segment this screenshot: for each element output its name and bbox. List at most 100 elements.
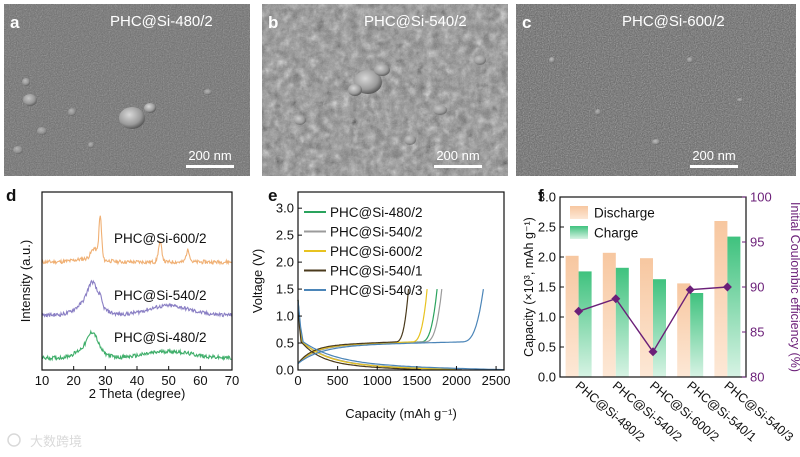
sem-particles-c <box>549 57 743 145</box>
gcd-panel: e 0 500 1000 1500 2000 2500 0.0 0.5 1.0 1.5 2.0 2.5… <box>250 186 511 421</box>
gcd-axis-ticks: 0 500 1000 1500 2000 2500 0.0 0.5 1.0 1.5 2.0 2.5 3.… <box>276 201 511 388</box>
capacity-bars-group <box>565 221 741 377</box>
discharge-bar <box>640 258 653 377</box>
gcd-x-tick-label: 1500 <box>402 373 431 388</box>
capacity-legend: Discharge Charge <box>570 206 655 241</box>
gcd-discharge-curve <box>297 299 455 371</box>
ice-y2-tick-label: 95 <box>750 235 764 250</box>
panel-letter-f: f <box>538 186 544 205</box>
gcd-x-tick-label: 2000 <box>442 373 471 388</box>
xrd-x-tick-label: 10 <box>35 373 49 388</box>
gcd-discharge-curve <box>297 299 422 371</box>
capacity-legend-label: Discharge <box>594 206 655 221</box>
xrd-series-group <box>41 215 232 362</box>
charge-bar <box>690 293 704 377</box>
gcd-y-tick-label: 2.0 <box>276 255 294 270</box>
xrd-x-tick-label: 70 <box>225 373 239 388</box>
gcd-x-tick-label: 0 <box>294 373 301 388</box>
gcd-x-tick-label: 2500 <box>482 373 511 388</box>
gcd-y-tick-label: 0.5 <box>276 336 294 351</box>
charge-bar <box>653 279 666 377</box>
discharge-bar <box>677 283 691 377</box>
capacity-y-axis-label: Capacity (×10³, mAh g⁻¹) <box>522 217 536 357</box>
xrd-series-labels: PHC@Si-600/2 PHC@Si-540/2 PHC@Si-480/2 <box>114 231 207 345</box>
capacity-legend-swatch <box>570 206 588 219</box>
panel-b-sample-label: PHC@Si-540/2 <box>364 13 467 30</box>
scale-bar-c <box>690 165 738 168</box>
capacity-y-tick-label: 2.5 <box>538 220 556 235</box>
capacity-y-tick-label: 2.0 <box>538 250 556 265</box>
gcd-y-tick-label: 3.0 <box>276 201 294 216</box>
discharge-bar <box>602 252 616 377</box>
gcd-y-tick-label: 0.0 <box>276 363 294 378</box>
gcd-plot-frame <box>297 191 505 371</box>
xrd-x-tick-label: 50 <box>161 373 175 388</box>
gcd-discharge-curve <box>297 299 505 371</box>
scale-bar-b <box>434 165 482 168</box>
panel-letter-c: c <box>522 13 531 32</box>
charge-bar <box>578 271 592 377</box>
discharge-bar <box>714 221 728 377</box>
gcd-legend-label: PHC@Si-540/3 <box>330 283 423 298</box>
gcd-y-axis-label: Voltage (V) <box>250 249 265 313</box>
gcd-y-tick-label: 1.0 <box>276 309 294 324</box>
capacity-y-tick-label: 1.0 <box>538 310 556 325</box>
charge-bar <box>615 267 629 377</box>
xrd-series-label: PHC@Si-480/2 <box>114 330 207 345</box>
sem-particles-a <box>13 78 212 154</box>
gcd-x-tick-label: 500 <box>327 373 349 388</box>
ice-marker <box>574 306 584 316</box>
xrd-x-tick-label: 20 <box>66 373 80 388</box>
ice-marker <box>685 285 695 295</box>
gcd-legend-label: PHC@Si-540/2 <box>330 225 423 240</box>
scale-bar-a <box>186 165 234 168</box>
xrd-series-label: PHC@Si-600/2 <box>114 231 207 246</box>
panel-letter-e: e <box>268 186 277 205</box>
xrd-series-label: PHC@Si-540/2 <box>114 288 207 303</box>
ice-y2-tick-label: 100 <box>750 190 772 205</box>
xrd-trace-phc-si-600-2 <box>41 215 232 266</box>
sem-panel-c: c PHC@Si-600/2 200 nm <box>516 4 796 176</box>
gcd-series-group <box>297 289 505 371</box>
charge-bar <box>727 236 741 377</box>
gcd-discharge-curve <box>297 299 463 371</box>
xrd-y-axis-label: Intensity (a.u.) <box>18 240 33 322</box>
watermark-text: 大数跨境 <box>30 434 82 449</box>
gcd-legend-label: PHC@Si-540/1 <box>330 264 423 279</box>
ice-y2-axis-label: Initial Coulombic efficiency (%) <box>788 202 800 372</box>
xrd-x-tick-label: 30 <box>98 373 112 388</box>
xrd-panel: d 10 20 30 40 50 60 70 2 Theta (degree) Intens… <box>6 186 239 401</box>
capacity-axis-ticks: 0.0 0.5 1.0 1.5 2.0 2.5 3.0 80 85 90 95 100 <box>538 190 772 385</box>
xrd-x-tick-label: 40 <box>130 373 144 388</box>
panel-c-sample-label: PHC@Si-600/2 <box>622 13 725 30</box>
gcd-x-tick-label: 1000 <box>363 373 392 388</box>
xrd-trace-phc-si-540-2 <box>41 279 232 318</box>
sem-panel-b: b PHC@Si-540/2 200 nm <box>262 4 508 176</box>
capacity-panel: f 0.0 0.5 1.0 1.5 2.0 2.5 3.0 80 85 90 95 100 Capac… <box>522 186 800 444</box>
scale-label-b: 200 nm <box>436 148 479 163</box>
gcd-legend: PHC@Si-480/2 PHC@Si-540/2 PHC@Si-600/2 PHC@… <box>304 205 423 298</box>
ice-y2-tick-label: 85 <box>750 325 764 340</box>
scale-label-c: 200 nm <box>692 148 735 163</box>
sem-panel-a: a PHC@Si-480/2 200 nm <box>4 4 250 176</box>
scale-label-a: 200 nm <box>188 148 231 163</box>
capacity-y-tick-label: 1.5 <box>538 280 556 295</box>
capacity-category-labels: PHC@Si-480/2PHC@Si-540/2PHC@Si-600/2PHC@… <box>573 379 796 445</box>
capacity-legend-swatch <box>570 226 588 239</box>
xrd-x-ticks: 10 20 30 40 50 60 70 <box>35 366 239 388</box>
gcd-y-tick-label: 2.5 <box>276 228 294 243</box>
watermark-logo-icon <box>7 433 21 447</box>
ice-y2-tick-label: 90 <box>750 280 764 295</box>
panel-letter-b: b <box>268 13 278 32</box>
ice-marker <box>648 347 658 357</box>
xrd-x-axis-label: 2 Theta (degree) <box>89 386 186 401</box>
gcd-y-tick-label: 1.5 <box>276 282 294 297</box>
capacity-y-tick-label: 0.5 <box>538 340 556 355</box>
capacity-y-tick-label: 3.0 <box>538 190 556 205</box>
xrd-trace-phc-si-480-2 <box>41 329 232 362</box>
gcd-charge-curve <box>297 289 484 364</box>
ice-marker <box>722 282 732 292</box>
capacity-legend-label: Charge <box>594 226 638 241</box>
capacity-y-tick-label: 0.0 <box>538 370 556 385</box>
